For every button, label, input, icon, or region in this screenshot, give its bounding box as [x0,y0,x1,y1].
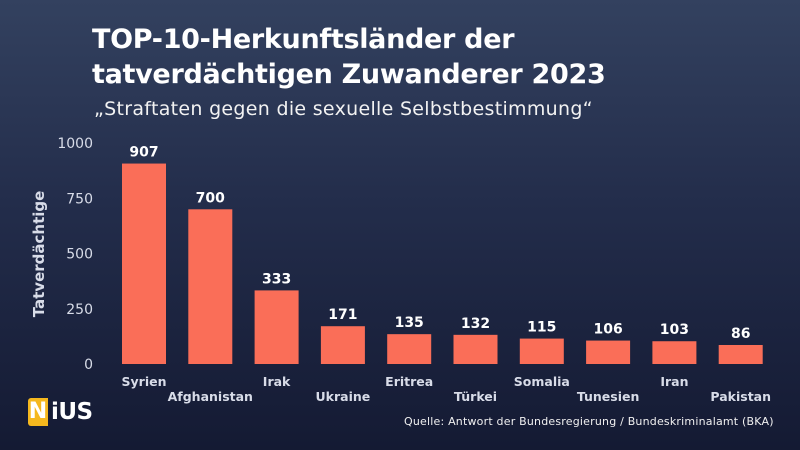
nius-logo: N iUS [28,397,93,427]
x-tick-label: Syrien [122,374,167,389]
bar-value-label: 86 [731,326,750,342]
bar [652,341,697,364]
logo-letters: iUS [51,399,93,425]
x-tick-label: Iran [660,374,688,389]
bar-value-label: 135 [395,315,424,331]
bar [586,340,631,364]
y-tick-label: 750 [66,191,93,207]
y-tick-label: 250 [66,302,93,318]
y-axis-label: Tatverdächtige [30,191,48,318]
x-tick-label: Eritrea [385,374,433,389]
bar [254,290,299,364]
x-tick-label: Ukraine [316,389,371,404]
bar-value-label: 132 [461,316,490,332]
bar-value-label: 171 [328,307,357,323]
y-tick-label: 500 [66,247,93,263]
x-tick-label: Türkei [454,389,497,404]
x-tick-label: Afghanistan [168,389,253,404]
logo-letter-n: N [28,398,48,426]
bar-value-label: 103 [660,322,689,338]
bar [453,334,498,364]
chart-subtitle: „Straftaten gegen die sexuelle Selbstbes… [94,98,593,120]
bar [188,209,233,364]
bar-value-label: 700 [196,190,225,206]
chart-title-line2: tatverdächtigen Zuwanderer 2023 [92,59,606,90]
chart-title-line1: TOP-10-Herkunftsländer der [92,24,515,55]
chart-title: TOP-10-Herkunftsländer der tatverdächtig… [92,22,606,92]
source-note: Quelle: Antwort der Bundesregierung / Bu… [404,415,774,428]
x-tick-label: Irak [263,374,291,389]
bar [122,163,166,364]
y-tick-label: 1000 [57,136,93,152]
bar [718,344,763,364]
x-tick-label: Pakistan [710,389,771,404]
bar-value-label: 115 [527,320,556,336]
y-tick-label: 0 [84,357,93,373]
bar-value-label: 333 [262,271,291,287]
bar-value-label: 106 [593,322,622,338]
bar [387,334,432,364]
x-tick-label: Tunesien [577,389,640,404]
bar-value-label: 907 [129,145,158,161]
bar [519,338,564,364]
bar [320,326,365,364]
x-tick-label: Somalia [514,374,570,389]
